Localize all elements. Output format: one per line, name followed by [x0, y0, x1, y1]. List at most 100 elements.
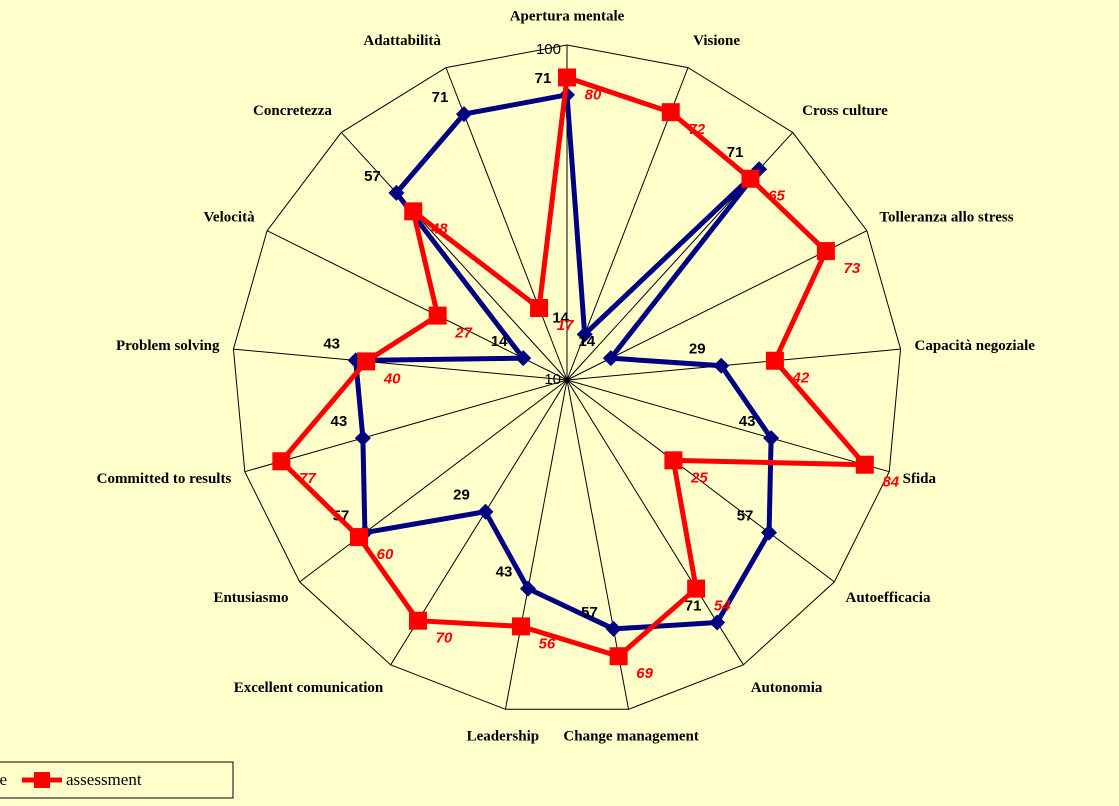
marker	[477, 503, 494, 520]
spoke	[566, 379, 890, 473]
category-label: Change management	[563, 728, 698, 744]
series-line	[352, 91, 774, 632]
data-label: 71	[727, 144, 744, 161]
tick-label: 100	[536, 41, 561, 58]
marker	[520, 580, 537, 597]
marker	[664, 451, 683, 470]
data-label: 43	[496, 564, 513, 581]
marker	[741, 169, 760, 188]
data-label: 25	[690, 469, 708, 486]
category-label: Problem solving	[116, 338, 220, 354]
category-label: Apertura mentale	[510, 8, 625, 24]
category-label: Excellent comunication	[234, 680, 384, 696]
data-label: 57	[581, 604, 598, 621]
spoke	[299, 379, 568, 583]
marker	[388, 184, 405, 201]
marker	[511, 617, 530, 636]
marker	[605, 620, 622, 637]
spoke	[266, 230, 568, 381]
data-label: 65	[768, 188, 785, 205]
legend-label: e	[0, 770, 7, 789]
category-label: Cross culture	[802, 103, 888, 119]
marker	[455, 106, 472, 123]
data-label: 17	[557, 317, 574, 334]
marker	[354, 430, 371, 447]
marker	[855, 455, 874, 474]
marker	[530, 299, 549, 318]
data-label: 71	[432, 89, 449, 106]
data-label: 56	[539, 635, 556, 652]
data-label: 71	[685, 597, 702, 614]
data-label: 84	[882, 474, 899, 491]
category-label: Autonomia	[751, 680, 823, 696]
category-label: Velocità	[203, 210, 255, 226]
marker	[713, 357, 730, 374]
series-line	[277, 74, 871, 660]
legend-label: assessment	[66, 770, 142, 789]
marker	[661, 103, 680, 122]
grid-ring	[232, 44, 902, 710]
data-label: 69	[636, 665, 653, 682]
data-label: 80	[585, 86, 602, 103]
data-label: 70	[436, 630, 453, 647]
category-label: Sfida	[903, 471, 937, 487]
marker	[763, 430, 780, 447]
marker	[558, 68, 576, 87]
marker	[428, 306, 447, 325]
spoke	[340, 132, 568, 381]
marker	[609, 647, 628, 666]
marker	[709, 614, 726, 631]
marker	[404, 202, 423, 221]
legend: e assessment	[0, 761, 234, 799]
marker	[816, 242, 835, 261]
marker	[602, 350, 619, 367]
marker	[272, 452, 291, 471]
data-label: 43	[331, 413, 348, 430]
data-label: 27	[454, 325, 472, 342]
spoke	[504, 379, 568, 710]
data-label: 60	[377, 546, 394, 563]
category-label: Visione	[693, 33, 740, 49]
data-label: 48	[430, 220, 448, 237]
spoke	[566, 379, 835, 583]
data-label: 14	[578, 333, 595, 350]
data-label: 71	[535, 70, 552, 87]
tick-label: 10	[544, 371, 561, 388]
data-label: 14	[552, 309, 569, 326]
category-label: Tolleranza allo stress	[879, 210, 1013, 226]
category-label: Committed to results	[97, 471, 232, 487]
data-label: 14	[491, 333, 508, 350]
data-label: 72	[688, 121, 705, 138]
data-label: 42	[792, 370, 810, 387]
spoke	[566, 348, 901, 381]
marker	[765, 351, 784, 370]
data-label: 43	[739, 413, 756, 430]
spoke	[566, 379, 744, 666]
category-label: Capacità negoziale	[915, 338, 1036, 354]
data-label: 57	[737, 508, 754, 525]
category-label: Autoefficacia	[846, 590, 931, 606]
category-label: Concretezza	[253, 103, 332, 119]
marker	[357, 352, 376, 371]
marker	[576, 326, 593, 343]
spoke	[233, 348, 568, 381]
marker	[408, 611, 427, 630]
data-label: 40	[383, 370, 401, 387]
category-label: Entusiasmo	[213, 590, 288, 606]
spoke	[244, 379, 568, 473]
category-label: Leadership	[467, 728, 540, 744]
marker	[761, 524, 778, 541]
marker	[687, 579, 706, 598]
marker	[349, 528, 368, 547]
data-label: 54	[714, 598, 731, 615]
data-label: 43	[323, 335, 340, 352]
marker	[515, 350, 532, 367]
legend-marker	[34, 772, 50, 788]
data-label: 29	[689, 341, 706, 358]
data-label: 77	[299, 470, 316, 487]
data-label: 57	[364, 168, 381, 185]
data-label: 29	[453, 487, 470, 504]
category-label: Adattabilità	[363, 33, 441, 49]
data-label: 73	[844, 260, 861, 277]
